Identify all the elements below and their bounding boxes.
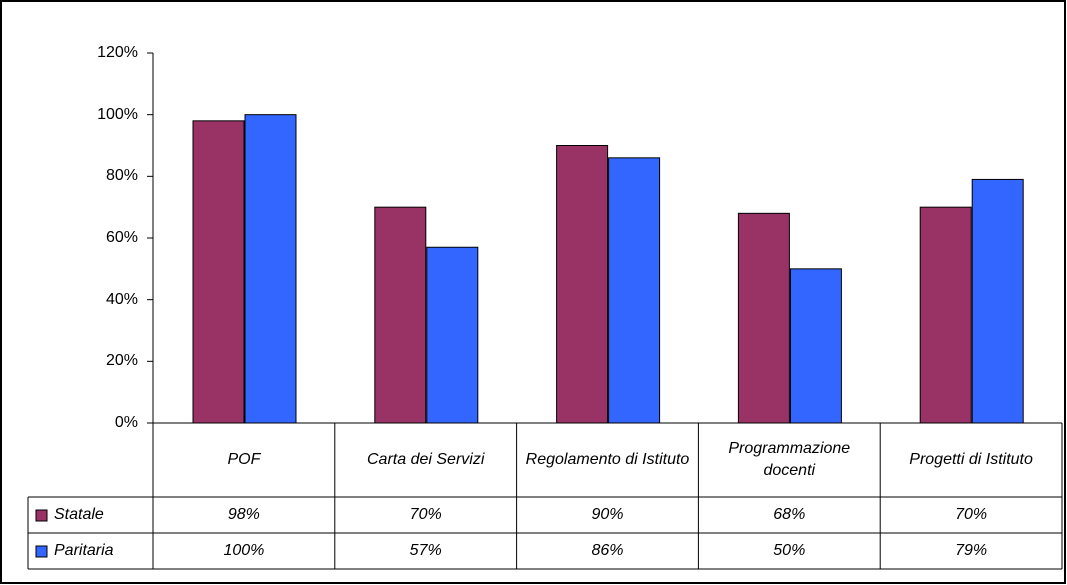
y-tick-label: 20% xyxy=(105,352,138,370)
y-tick-label: 80% xyxy=(105,167,138,185)
bar xyxy=(426,246,479,424)
x-tick-label: Programmazione docenti xyxy=(728,440,851,479)
value-label: 70% xyxy=(955,506,988,523)
legend-swatch xyxy=(35,545,48,558)
value-label: 79% xyxy=(955,542,988,559)
y-tick-label: 0% xyxy=(114,414,138,431)
legend-label: Paritaria xyxy=(54,542,114,559)
y-tick-label: 120% xyxy=(97,44,138,61)
y-tick-label: 100% xyxy=(97,105,138,123)
bar xyxy=(737,212,790,424)
legend-swatch xyxy=(35,509,48,522)
x-tick-label: POF xyxy=(227,451,261,468)
value-label: 90% xyxy=(591,506,624,523)
bar xyxy=(374,206,427,424)
value-label: 86% xyxy=(591,542,624,559)
value-label: 50% xyxy=(773,542,806,559)
y-tick-label: 40% xyxy=(105,290,138,308)
legend-label: Statale xyxy=(54,506,104,523)
bar xyxy=(608,157,661,424)
bar xyxy=(244,114,297,424)
bar xyxy=(919,206,972,424)
bar xyxy=(789,268,842,424)
x-tick-label: Regolamento di Istituto xyxy=(525,451,690,468)
value-label: 98% xyxy=(227,506,260,523)
bar xyxy=(971,178,1024,424)
value-label: 57% xyxy=(409,542,442,559)
y-tick-label: 60% xyxy=(105,229,138,246)
x-tick-label: Carta dei Servizi xyxy=(367,451,485,468)
bar xyxy=(556,145,609,424)
x-tick-label: Progetti di Istituto xyxy=(909,451,1033,468)
value-label: 68% xyxy=(773,506,806,523)
bar xyxy=(192,120,245,424)
value-label: 100% xyxy=(223,542,265,559)
value-label: 70% xyxy=(409,506,442,523)
